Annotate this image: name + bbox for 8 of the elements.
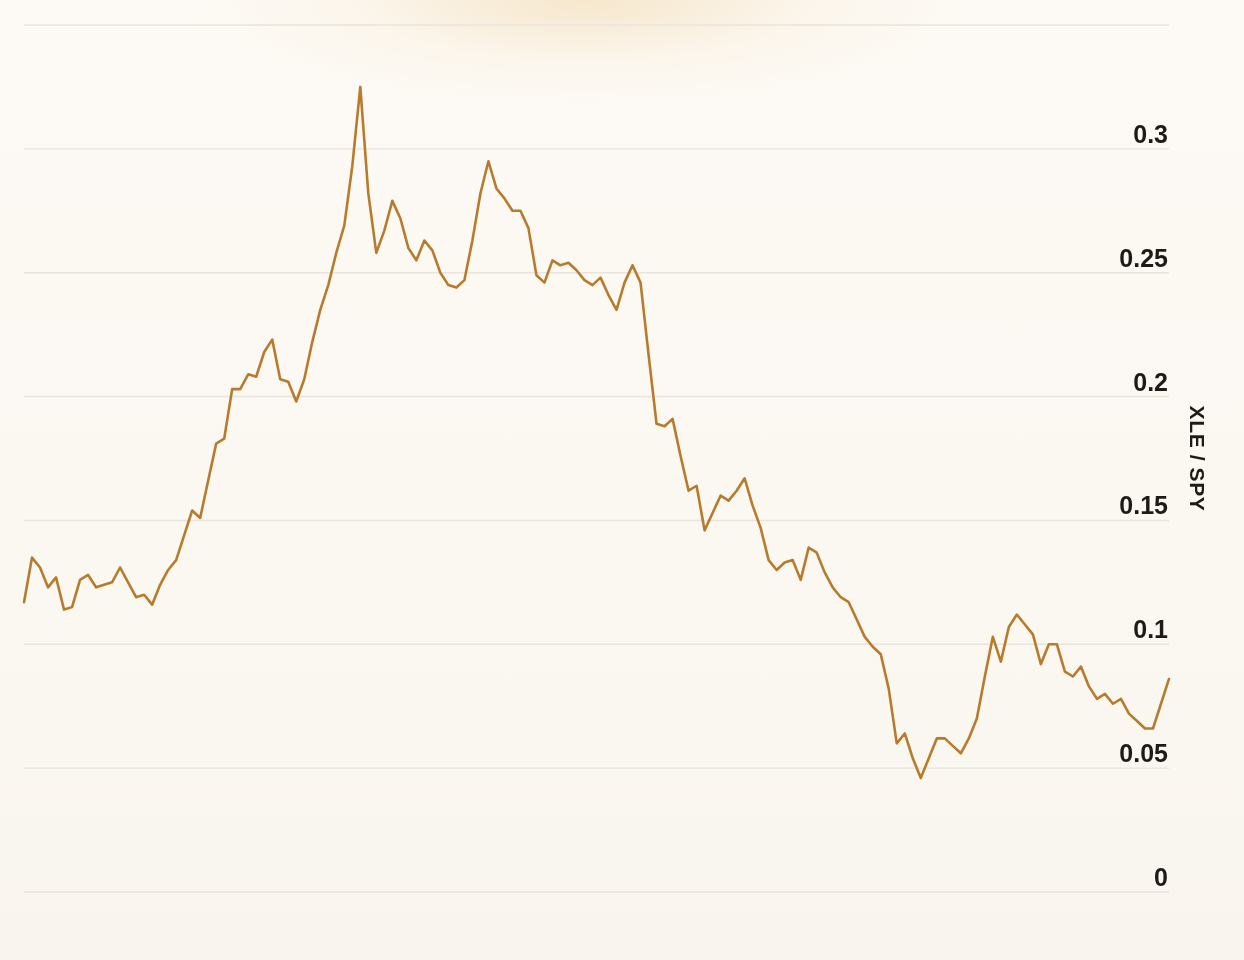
y-tick-label: 0.25	[1119, 243, 1169, 272]
y-axis-title: XLE / SPY	[1186, 405, 1210, 512]
y-tick-label: 0.2	[1133, 367, 1168, 396]
y-tick-label: 0.05	[1119, 739, 1169, 768]
y-tick-label: 0.1	[1133, 615, 1169, 644]
y-tick-label: 0.3	[1133, 119, 1168, 148]
y-tick-label: 0.15	[1119, 491, 1169, 520]
y-tick-label: 0	[1154, 863, 1168, 891]
